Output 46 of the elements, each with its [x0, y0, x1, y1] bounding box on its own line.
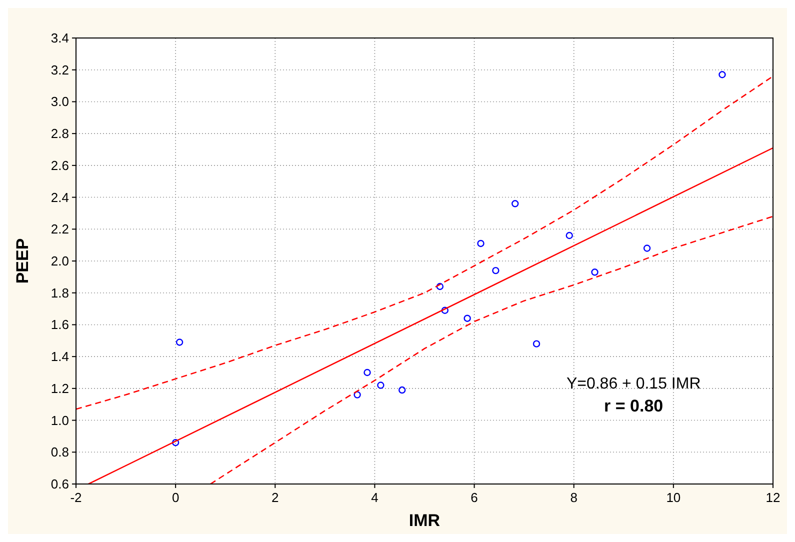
y-tick-label: 1.6 — [50, 317, 69, 332]
x-tick-label: -2 — [70, 490, 82, 505]
x-tick-label: 4 — [371, 490, 378, 505]
line-series — [210, 216, 773, 484]
x-tick-label: 12 — [766, 490, 780, 505]
point — [591, 268, 598, 276]
y-tick-label: 0.8 — [50, 444, 69, 460]
y-tick-label: 0.6 — [50, 476, 69, 492]
point — [364, 368, 371, 376]
y-tick-label: 3.2 — [50, 62, 69, 78]
y-tick-label: 1.0 — [50, 412, 69, 428]
y-tick-label: 3.4 — [50, 30, 69, 46]
point — [464, 314, 471, 322]
point — [477, 240, 484, 248]
point — [377, 382, 384, 389]
y-tick-label: 3.0 — [50, 94, 69, 110]
x-tick-label: 10 — [666, 490, 681, 505]
point — [718, 71, 726, 78]
line-series — [76, 76, 773, 410]
x-tick-label: 0 — [172, 490, 180, 505]
x-tick-label: 8 — [570, 490, 578, 505]
x-tick-label: 6 — [470, 490, 478, 505]
y-tick-label: 2.6 — [50, 158, 69, 173]
annotation: r = 0.80 — [604, 396, 664, 416]
point — [354, 391, 361, 398]
point — [436, 282, 444, 290]
y-tick-label: 1.4 — [50, 349, 69, 364]
point — [512, 200, 519, 208]
point — [643, 244, 651, 252]
y-tick-label: 2.8 — [50, 126, 69, 142]
y-tick-label: 2.0 — [50, 254, 69, 268]
point — [398, 386, 406, 394]
y-tick-label: 1.8 — [50, 285, 69, 300]
point — [492, 266, 500, 274]
point — [532, 340, 540, 348]
x-axis-title: IMR — [408, 511, 440, 530]
y-axis-title: PEEP — [13, 238, 32, 284]
x-tick-label: 2 — [272, 490, 279, 505]
y-tick-label: 1.2 — [50, 380, 69, 396]
point — [441, 306, 449, 314]
y-tick-label: 2.4 — [50, 190, 69, 205]
point — [172, 438, 180, 446]
point — [566, 232, 573, 240]
annotation: Y=0.86 + 0.15 IMR — [566, 375, 701, 392]
point — [176, 338, 184, 346]
y-tick-label: 2.2 — [50, 222, 69, 237]
